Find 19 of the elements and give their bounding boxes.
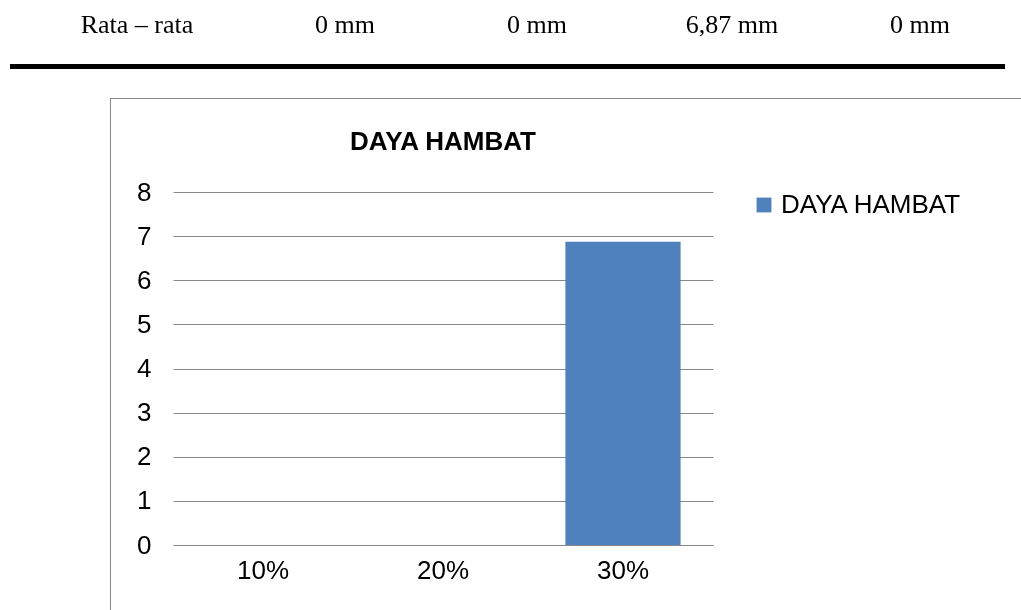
text: Rata – rata [80,10,194,40]
y-tick-label: 3 [137,397,152,428]
y-tick-label: 1 [137,485,152,516]
x-tick-label: 10% [236,554,290,585]
y-tick-label: 7 [137,220,152,251]
y-tick-label: 5 [137,308,152,339]
y-tick-label: 6 [137,264,152,295]
text: 6,87 mm [685,10,779,40]
legend-label: DAYA HAMBAT [781,189,961,219]
text: 0 mm [507,10,567,40]
text: 0 mm [315,10,375,40]
y-tick-label: 8 [137,176,152,207]
chart-title: DAYA HAMBAT [350,126,537,156]
y-tick-label: 2 [137,441,152,472]
text: 0 mm [890,10,950,40]
x-tick-label: 20% [416,554,470,585]
y-tick-label: 4 [137,353,152,383]
x-tick-label: 30% [596,554,650,585]
y-tick-label: 0 [137,529,152,560]
